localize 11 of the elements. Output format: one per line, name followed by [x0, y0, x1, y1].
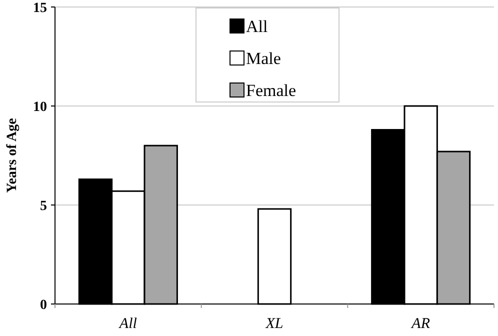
y-tick-label: 0: [40, 298, 47, 313]
y-tick-label: 15: [33, 0, 47, 16]
legend-label: All: [246, 16, 268, 36]
x-tick-label: AR: [410, 316, 430, 332]
legend-label: Male: [246, 48, 281, 68]
legend-label: Female: [246, 80, 296, 100]
y-tick-label: 5: [40, 198, 47, 214]
y-tick-label: 10: [33, 100, 47, 115]
x-tick-label: All: [118, 316, 137, 332]
x-tick-label: XL: [264, 316, 284, 332]
y-axis-title: Years of Age: [5, 118, 20, 193]
